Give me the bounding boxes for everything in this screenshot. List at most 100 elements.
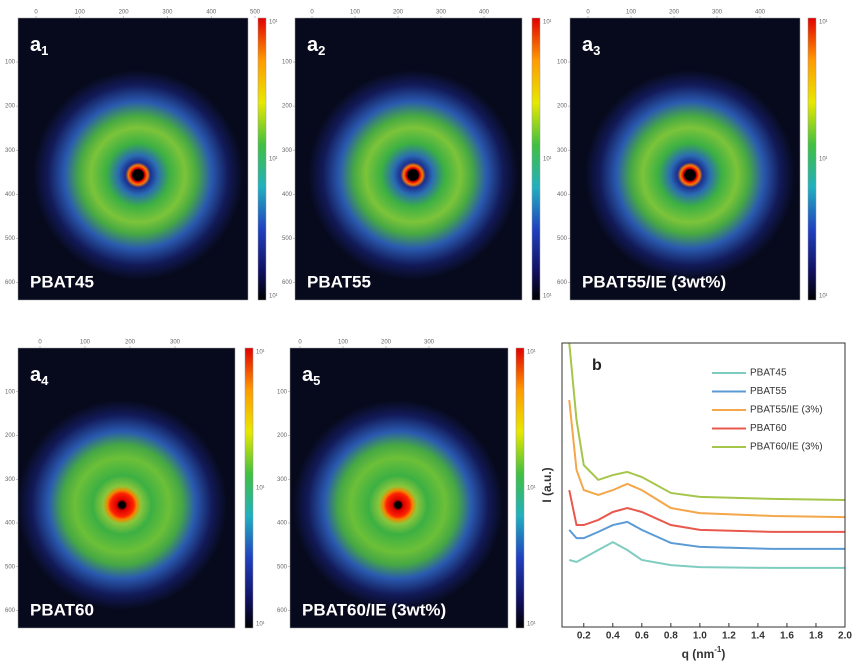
image-frame (294, 17, 523, 301)
colorbar (515, 347, 525, 629)
sample-name: PBAT60 (30, 600, 94, 619)
x-label-end: ) (721, 647, 725, 661)
legend-entry: PBAT60/IE (3%) (750, 442, 823, 453)
x-tick-label: 100 (75, 10, 86, 16)
colorbar-label: 10¹ (256, 350, 265, 356)
x-tick-label: 200 (393, 10, 404, 16)
y-tick-label: 300 (277, 477, 288, 483)
y-tick-label: 600 (5, 280, 16, 286)
line-chart: 0.2 0.4 0.6 0.8 1.0 1.2 1.4 1.6 1.8 2.0 q (nm-1) I … (540, 342, 852, 661)
y-tick-label: 400 (557, 192, 568, 198)
colorbar-label: 10¹ (527, 486, 536, 492)
x-tick-label: 200 (125, 340, 136, 346)
y-tick-label: 500 (557, 236, 568, 242)
x-tick-label: 0 (38, 340, 42, 346)
x-label-sup: -1 (714, 645, 722, 654)
series-line (568, 520, 845, 550)
y-tick-label: 600 (5, 608, 16, 614)
series-line (568, 343, 845, 502)
y-tick-label: 100 (5, 60, 16, 66)
image-frame (569, 17, 801, 301)
panel-label: b (592, 357, 602, 374)
panel-label: a2 (307, 34, 325, 58)
saxs-panel: 0 100 200 300 400 100 200 300 400 500 600 10¹ 10¹ 10¹… (282, 10, 552, 301)
y-tick-label: 100 (5, 389, 16, 395)
x-tick-label: 1.2 (722, 631, 736, 642)
y-tick-label: 500 (5, 564, 16, 570)
colorbar (244, 347, 254, 629)
series-line (568, 399, 845, 519)
panel-letter: a (302, 364, 314, 386)
y-tick-label: 100 (277, 389, 288, 395)
saxs-panel: 0 100 200 300 400 100 200 300 400 500 600 10¹ 10¹ 10¹… (557, 10, 828, 301)
y-tick-label: 400 (5, 192, 16, 198)
colorbar-label: 10¹ (256, 622, 265, 628)
x-tick-label: 2.0 (838, 631, 852, 642)
saxs-image (18, 348, 235, 628)
image-frame (17, 17, 249, 301)
x-tick-label: 200 (669, 10, 680, 16)
colorbar-label: 10¹ (256, 486, 265, 492)
saxs-image (295, 18, 522, 300)
scattering-ring (293, 400, 503, 610)
panel-subscript: 3 (593, 43, 600, 58)
colorbar (257, 17, 267, 301)
panel-letter: a (307, 34, 319, 56)
x-tick-label: 400 (479, 10, 490, 16)
saxs-panel: 0 100 200 300 100 200 300 400 500 600 10¹ 10¹ 10¹ a5 P… (277, 340, 536, 629)
scattering-ring (308, 70, 518, 280)
y-tick-label: 200 (5, 433, 16, 439)
x-tick-label: 100 (350, 10, 361, 16)
y-tick-label: 300 (5, 477, 16, 483)
panel-label: a1 (30, 34, 48, 58)
scattering-ring (33, 70, 243, 280)
x-tick-label: 300 (712, 10, 723, 16)
x-tick-label: 100 (626, 10, 637, 16)
y-tick-label: 500 (282, 236, 293, 242)
series-line (568, 540, 845, 569)
colorbar (531, 17, 541, 301)
x-tick-label: 1.0 (693, 631, 707, 642)
image-frame (17, 347, 236, 629)
x-tick-label: 0.4 (606, 631, 620, 642)
x-tick-label: 0.8 (664, 631, 678, 642)
image-frame (289, 347, 509, 629)
x-tick-label: 0.6 (635, 631, 649, 642)
x-axis-label: q (nm-1) (682, 645, 726, 661)
saxs-image (570, 18, 800, 300)
colorbar-label: 10¹ (269, 294, 278, 300)
y-tick-label: 200 (282, 104, 293, 110)
legend-entry: PBAT55/IE (3%) (750, 405, 823, 416)
sample-name: PBAT55 (307, 272, 371, 291)
y-tick-label: 500 (5, 236, 16, 242)
panel-subscript: 1 (41, 43, 48, 58)
x-tick-label: 400 (755, 10, 766, 16)
saxs-image (18, 18, 248, 300)
x-tick-label: 1.8 (809, 631, 823, 642)
colorbar-label: 10¹ (819, 294, 828, 300)
x-tick-label: 1.4 (751, 631, 765, 642)
colorbar-label: 10¹ (527, 622, 536, 628)
panel-subscript: 4 (41, 373, 49, 388)
panel-subscript: 2 (318, 43, 325, 58)
panel-letter: a (582, 34, 594, 56)
scattering-ring (585, 70, 795, 280)
y-tick-label: 400 (5, 521, 16, 527)
x-tick-label: 500 (250, 10, 261, 16)
y-axis-label: I (a.u.) (540, 467, 554, 502)
x-tick-label: 200 (119, 10, 130, 16)
sample-name: PBAT55/IE (3wt%) (582, 272, 726, 291)
x-tick-label: 400 (206, 10, 217, 16)
sample-name: PBAT45 (30, 272, 94, 291)
scattering-ring (18, 400, 227, 610)
saxs-panel: 0 100 200 300 100 200 300 400 500 600 10¹ 10¹ 10¹ a4 P… (5, 340, 265, 629)
y-tick-label: 200 (5, 104, 16, 110)
x-tick-label: 0.2 (577, 631, 591, 642)
y-tick-label: 200 (277, 433, 288, 439)
panel-label: a4 (30, 364, 49, 388)
saxs-panel: 0 100 200 300 400 500 100 200 300 400 500 600 10¹ 10¹… (5, 10, 278, 301)
colorbar-label: 10¹ (543, 294, 552, 300)
x-tick-label: 300 (424, 340, 435, 346)
y-tick-label: 500 (277, 564, 288, 570)
